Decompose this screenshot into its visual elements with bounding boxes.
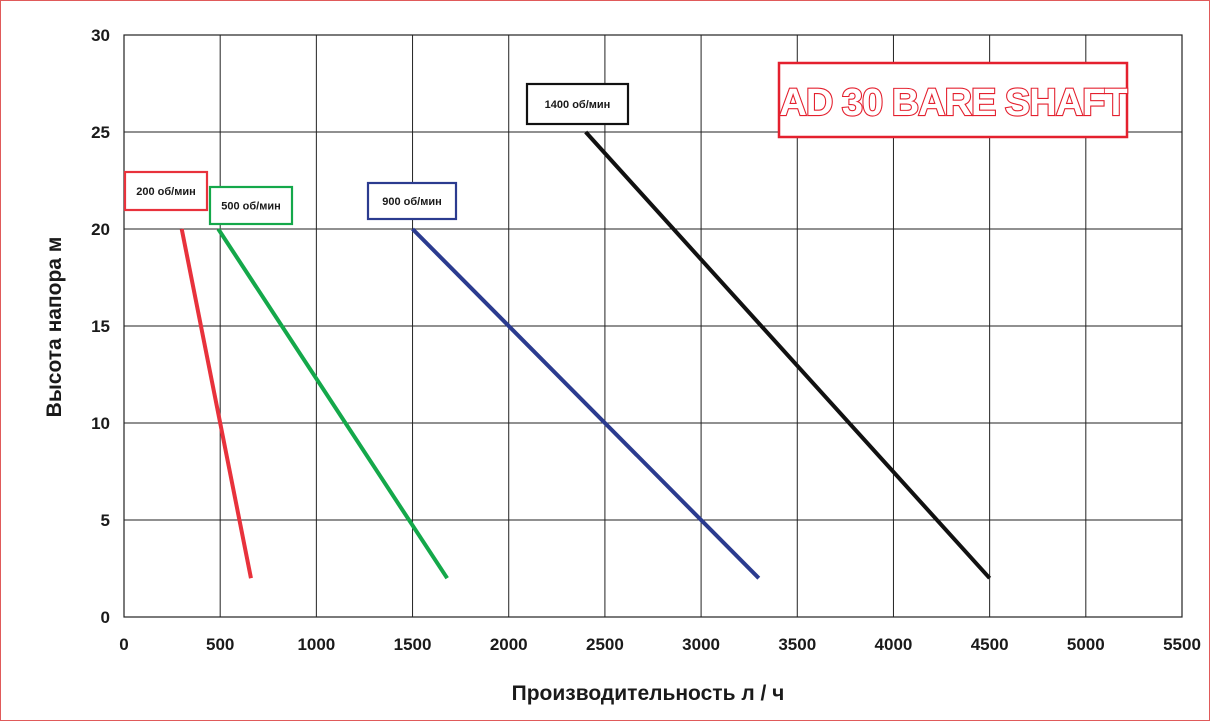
series-label-frame xyxy=(525,82,630,126)
y-tick-label: 5 xyxy=(101,511,110,530)
y-tick-label: 25 xyxy=(91,123,110,142)
x-tick-label: 500 xyxy=(206,635,234,654)
x-tick-label: 0 xyxy=(119,635,128,654)
series-line xyxy=(411,227,761,580)
chart-title: AD 30 BARE SHAFT xyxy=(779,82,1127,124)
series-label-box: 1400 об/мин xyxy=(525,82,630,126)
series-label: 1400 об/мин xyxy=(545,99,611,111)
series-label: 200 об/мин xyxy=(136,186,196,198)
series-label-frame xyxy=(366,181,458,221)
x-tick-label: 3000 xyxy=(682,635,720,654)
x-tick-label: 3500 xyxy=(778,635,816,654)
title-box: AD 30 BARE SHAFT xyxy=(777,61,1129,139)
series-label-frame xyxy=(208,185,294,226)
x-tick-label: 2000 xyxy=(490,635,528,654)
y-tick-label: 20 xyxy=(91,220,110,239)
series-label-box: 200 об/мин xyxy=(123,170,209,212)
y-tick-label: 15 xyxy=(91,317,110,336)
x-axis-title: Производительность л / ч xyxy=(512,682,785,705)
series-line xyxy=(216,227,449,580)
series-label-box: 900 об/мин xyxy=(366,181,458,221)
y-tick-labels: 0 5 10 15 20 25 30 xyxy=(91,26,110,627)
y-tick-label: 30 xyxy=(91,26,110,45)
y-tick-label: 0 xyxy=(101,608,110,627)
series-label: 500 об/мин xyxy=(221,201,281,213)
x-tick-label: 4000 xyxy=(875,635,913,654)
series-line xyxy=(584,130,992,580)
y-axis-title: Высота напора м xyxy=(43,237,66,418)
x-tick-label: 5500 xyxy=(1163,635,1201,654)
series-label: 900 об/мин xyxy=(382,196,442,208)
x-tick-label: 4500 xyxy=(971,635,1009,654)
series-label-frame xyxy=(123,170,209,212)
series-line xyxy=(179,228,253,579)
series-labels: 200 об/мин 500 об/мин 900 об/мин 1400 об/ми… xyxy=(123,82,630,226)
title-frame xyxy=(777,61,1129,139)
x-tick-label: 1500 xyxy=(394,635,432,654)
x-tick-labels: 0 500 1000 1500 2000 2500 3000 3500 4000 4500 5000… xyxy=(119,635,1201,654)
series-lines xyxy=(179,130,992,580)
x-tick-label: 2500 xyxy=(586,635,624,654)
y-tick-label: 10 xyxy=(91,414,110,433)
x-tick-label: 1000 xyxy=(297,635,335,654)
x-tick-label: 5000 xyxy=(1067,635,1105,654)
series-label-box: 500 об/мин xyxy=(208,185,294,226)
